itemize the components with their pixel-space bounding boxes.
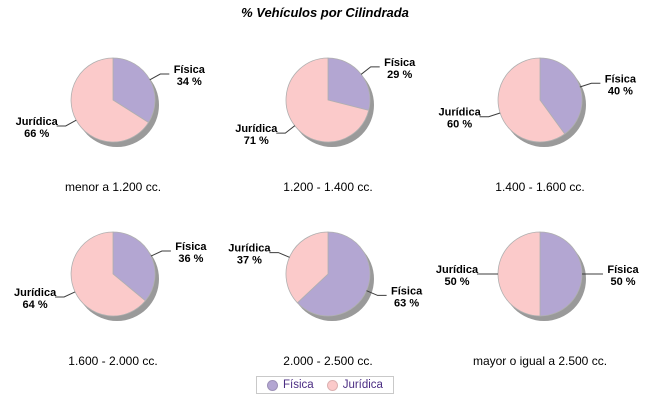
slice-label-name: Jurídica xyxy=(16,116,59,128)
slice-leader-line xyxy=(55,291,76,298)
legend-item-juridica: Jurídica xyxy=(326,379,383,391)
slice-leader-line xyxy=(366,290,387,296)
pie-chart-cell-3: Física 40 % Jurídica 60 % 1.400 - 1.600 cc. xyxy=(432,30,648,194)
slice-leader-line xyxy=(269,252,290,258)
slice-label-value: 66 % xyxy=(24,128,49,140)
slice-label-value: 34 % xyxy=(177,76,202,88)
slice-label-name: Jurídica xyxy=(235,123,278,135)
slice-leader-line xyxy=(479,112,501,118)
pie-slice-juridica xyxy=(497,57,566,143)
slice-label-name: Jurídica xyxy=(439,107,482,119)
slice-label-name: Física xyxy=(391,285,423,297)
slice-leader-line xyxy=(579,82,601,88)
slice-label-value: 29 % xyxy=(387,69,412,81)
juridica-swatch-icon xyxy=(326,379,338,391)
legend-label-juridica: Jurídica xyxy=(342,379,383,391)
slice-label-name: Jurídica xyxy=(14,287,57,299)
slice-leader-line xyxy=(276,125,296,134)
pie-slice-fisica xyxy=(539,231,583,317)
slice-label-value: 40 % xyxy=(608,85,633,97)
pie-slice-juridica xyxy=(497,231,541,317)
slice-label-value: 36 % xyxy=(178,253,203,265)
pie-chart-cell-2: Física 29 % Jurídica 71 % 1.200 - 1.400 cc. xyxy=(220,30,436,194)
pie-slice-juridica xyxy=(285,231,329,304)
slice-label-value: 71 % xyxy=(244,135,269,147)
pie-chart-cell-1: Física 34 % Jurídica 66 % menor a 1.200 cc. xyxy=(5,30,221,194)
slice-leader-line xyxy=(360,66,380,75)
category-label: 1.600 - 2.000 cc. xyxy=(68,354,158,368)
pie-chart-cell-5: Física 63 % Jurídica 37 % 2.000 - 2.500 cc. xyxy=(220,204,436,368)
legend-label-fisica: Física xyxy=(283,379,314,391)
legend-item-fisica: Física xyxy=(267,379,314,391)
slice-label-name: Física xyxy=(175,241,207,253)
slice-label-value: 50 % xyxy=(444,276,469,288)
fisica-swatch-icon xyxy=(267,379,279,391)
pie-slice-juridica xyxy=(70,231,146,317)
pie-chart-cell-6: Física 50 % Jurídica 50 % mayor o igual a 2… xyxy=(432,204,648,368)
slice-label-value: 37 % xyxy=(237,255,262,267)
legend: Física Jurídica xyxy=(0,376,650,394)
category-label: 1.200 - 1.400 cc. xyxy=(283,180,373,194)
slice-leader-line xyxy=(150,250,171,257)
slice-leader-line xyxy=(56,119,77,127)
pie-slice-fisica xyxy=(296,231,371,317)
slice-leader-line xyxy=(149,73,170,81)
slice-label-name: Jurídica xyxy=(436,264,479,276)
category-label: mayor o igual a 2.500 cc. xyxy=(472,354,608,368)
category-label: 1.400 - 1.600 cc. xyxy=(495,180,585,194)
pie-chart-cell-4: Física 36 % Jurídica 64 % 1.600 - 2.000 cc. xyxy=(5,204,221,368)
slice-label-value: 50 % xyxy=(610,276,635,288)
slice-label-value: 63 % xyxy=(394,297,419,309)
chart-title: % Vehículos por Cilindrada xyxy=(241,5,409,20)
slice-label-name: Física xyxy=(607,264,639,276)
slice-label-name: Física xyxy=(384,57,416,69)
slice-label-name: Física xyxy=(174,64,206,76)
pie-slice-juridica xyxy=(285,57,370,143)
slice-label-value: 60 % xyxy=(447,119,472,131)
slice-label-value: 64 % xyxy=(23,299,48,311)
category-label: menor a 1.200 cc. xyxy=(64,180,162,194)
slice-label-name: Jurídica xyxy=(228,243,271,255)
slice-label-name: Física xyxy=(605,73,637,85)
pie-slice-juridica xyxy=(70,57,150,143)
legend-box: Física Jurídica xyxy=(256,376,394,394)
category-label: 2.000 - 2.500 cc. xyxy=(283,354,373,368)
pie-slice-fisica xyxy=(327,57,371,111)
